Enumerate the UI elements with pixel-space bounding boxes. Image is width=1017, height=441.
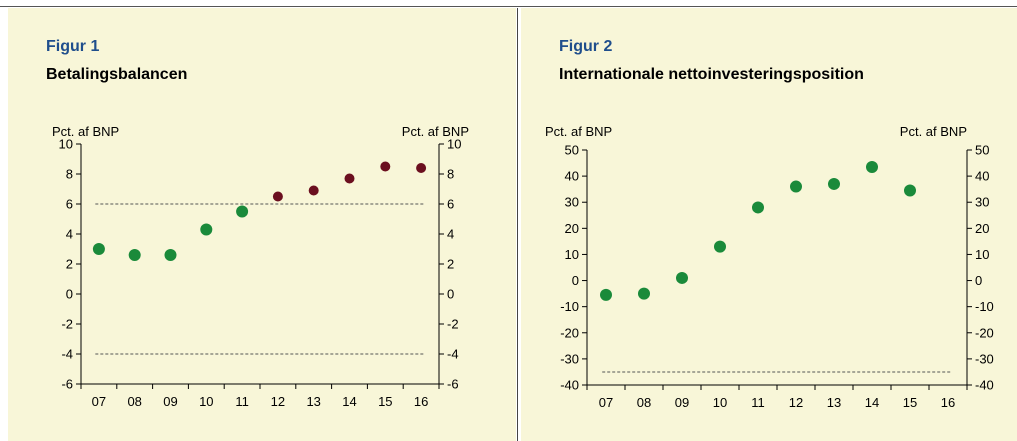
x-tick-label: 09 — [675, 395, 689, 410]
figure-1-title: Betalingsbalancen — [46, 66, 188, 83]
x-tick-label: 10 — [199, 394, 213, 409]
y-tick-label-left: -4 — [61, 347, 73, 362]
x-tick-label: 15 — [903, 395, 917, 410]
y-tick-label-left: 4 — [66, 227, 73, 242]
data-point — [828, 177, 840, 190]
x-tick-label: 08 — [127, 394, 141, 409]
x-tick-label: 09 — [163, 394, 177, 409]
y-tick-label-left: 10 — [59, 137, 73, 152]
y-tick-label-right: -10 — [975, 299, 994, 314]
data-point — [600, 288, 612, 301]
figure-2-panel: Figur 2 Internationale nettoinvesterings… — [521, 8, 1017, 441]
data-point — [416, 163, 427, 173]
figure-1-panel: Figur 1 Betalingsbalancen Pct. af BNP Pct… — [8, 8, 516, 441]
y-tick-label-left: 2 — [66, 257, 73, 272]
x-tick-label: 07 — [92, 394, 106, 409]
x-tick-label: 16 — [941, 395, 955, 410]
y-tick-label-right: 4 — [447, 227, 454, 242]
data-point — [128, 249, 141, 261]
x-tick-label: 11 — [235, 394, 249, 409]
top-rule — [0, 6, 1017, 7]
x-tick-label: 16 — [414, 394, 428, 409]
data-point — [714, 240, 726, 253]
y-tick-label-left: -10 — [560, 299, 579, 314]
figure-1-label: Figur 1 — [46, 38, 100, 55]
y-tick-label-right: -6 — [447, 377, 459, 392]
y-tick-label-right: 0 — [447, 287, 454, 302]
data-point — [200, 223, 213, 236]
y-tick-label-left: 0 — [572, 273, 579, 288]
y-tick-label-right: 10 — [447, 137, 461, 152]
x-tick-label: 14 — [342, 394, 356, 409]
data-point — [164, 249, 177, 261]
y-tick-label-right: -4 — [447, 347, 459, 362]
data-point — [638, 287, 650, 300]
y-tick-label-left: -20 — [560, 325, 579, 340]
data-point — [904, 184, 916, 197]
y-tick-label-right: 20 — [975, 221, 989, 236]
y-tick-label-right: 0 — [975, 273, 982, 288]
right-axis-title: Pct. af BNP — [402, 124, 469, 139]
y-tick-label-left: -6 — [61, 377, 73, 392]
y-tick-label-left: 20 — [565, 221, 579, 236]
data-point — [308, 185, 319, 196]
y-tick-label-right: 8 — [447, 167, 454, 182]
y-tick-label-right: 40 — [975, 169, 989, 184]
x-tick-label: 13 — [827, 395, 841, 410]
x-tick-label: 12 — [789, 395, 803, 410]
x-tick-label: 11 — [751, 395, 765, 410]
figure-2-label: Figur 2 — [559, 38, 613, 55]
data-point — [866, 160, 878, 173]
y-tick-label-left: 10 — [565, 247, 579, 262]
y-tick-label-left: 6 — [66, 197, 73, 212]
data-point — [380, 161, 391, 172]
data-point — [272, 191, 283, 202]
x-tick-label: 10 — [713, 395, 727, 410]
x-tick-label: 08 — [637, 395, 651, 410]
data-point — [752, 201, 764, 214]
x-tick-label: 12 — [271, 394, 285, 409]
figure-2-title: Internationale nettoinvesteringsposition — [559, 66, 864, 83]
y-tick-label-right: 50 — [975, 143, 989, 158]
y-tick-label-right: -30 — [975, 351, 994, 366]
y-tick-label-right: -2 — [447, 317, 459, 332]
figure-2-chart: Pct. af BNP Pct. af BNP 50 50 40 40 30 30 20 20 10… — [545, 124, 994, 410]
left-axis-title: Pct. af BNP — [52, 124, 119, 139]
x-tick-label: 13 — [306, 394, 320, 409]
x-tick-label: 14 — [865, 395, 879, 410]
data-point — [344, 173, 355, 184]
y-tick-label-right: 2 — [447, 257, 454, 272]
x-tick-label: 15 — [378, 394, 392, 409]
y-tick-label-left: 50 — [565, 143, 579, 158]
y-tick-label-left: 40 — [565, 169, 579, 184]
y-tick-label-right: -40 — [975, 378, 994, 393]
data-point — [92, 243, 105, 255]
y-tick-label-left: -40 — [560, 378, 579, 393]
y-tick-label-right: 30 — [975, 195, 989, 210]
right-axis-title: Pct. af BNP — [900, 124, 967, 139]
y-tick-label-right: 10 — [975, 247, 989, 262]
y-tick-label-left: 0 — [66, 287, 73, 302]
y-tick-label-right: 6 — [447, 197, 454, 212]
x-tick-label: 07 — [599, 395, 613, 410]
data-point — [676, 271, 688, 284]
y-tick-label-left: 8 — [66, 167, 73, 182]
y-tick-label-left: -2 — [61, 317, 73, 332]
panel-divider — [517, 8, 518, 441]
y-tick-label-left: 30 — [565, 195, 579, 210]
y-tick-label-left: -30 — [560, 351, 579, 366]
data-point — [790, 180, 802, 193]
left-axis-title: Pct. af BNP — [545, 124, 612, 139]
y-tick-label-right: -20 — [975, 325, 994, 340]
data-point — [236, 205, 249, 218]
